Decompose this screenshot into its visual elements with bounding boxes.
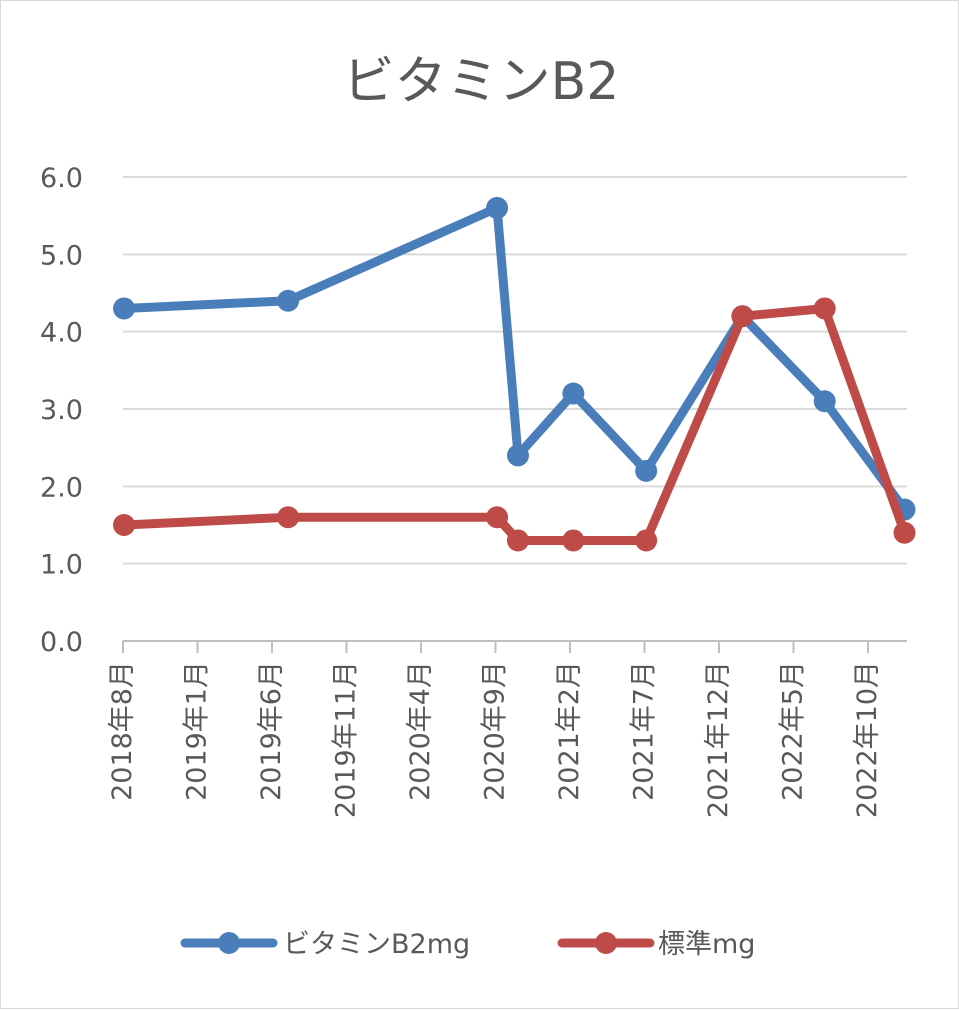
data-point — [562, 382, 585, 405]
legend-label: ビタミンB2mg — [283, 929, 470, 960]
x-tick-label: 2021年2月 — [554, 661, 585, 801]
y-axis: 0.0 1.0 2.0 3.0 4.0 5.0 6.0 — [40, 163, 83, 658]
x-tick-label: 2019年1月 — [182, 661, 213, 801]
y-tick-label: 5.0 — [40, 240, 83, 271]
legend-label: 標準mg — [658, 929, 755, 960]
chart-title: ビタミンB2 — [343, 52, 620, 112]
legend-swatch-marker — [218, 932, 240, 954]
x-tick-label: 2020年9月 — [480, 661, 511, 801]
x-tick-label: 2021年12月 — [703, 661, 734, 818]
data-point — [813, 297, 836, 320]
x-tick-label: 2019年6月 — [256, 661, 287, 801]
y-tick-label: 2.0 — [40, 472, 83, 503]
data-point — [486, 196, 509, 219]
data-point — [112, 514, 135, 536]
x-tick-label: 2018年8月 — [107, 661, 138, 801]
x-tick-label: 2019年11月 — [331, 661, 362, 818]
y-tick-label: 3.0 — [40, 395, 83, 426]
x-tick-label: 2022年5月 — [778, 661, 809, 801]
x-tick-label: 2020年4月 — [405, 661, 436, 801]
x-axis-labels: 2018年8月 2019年1月 2019年6月 2019年11月 2020年4月 2020… — [107, 661, 883, 818]
data-point — [635, 529, 658, 552]
data-point — [277, 289, 300, 312]
y-tick-label: 0.0 — [40, 627, 83, 658]
x-axis — [122, 640, 907, 653]
data-point — [277, 506, 300, 529]
data-point — [506, 529, 529, 552]
data-point — [731, 305, 754, 328]
data-point — [506, 444, 529, 467]
data-point — [562, 529, 585, 552]
y-tick-label: 1.0 — [40, 550, 83, 581]
series-layer — [112, 196, 916, 552]
y-tick-label: 4.0 — [40, 318, 83, 349]
data-point — [635, 459, 658, 482]
legend-swatch-marker — [595, 932, 617, 954]
data-point — [893, 521, 916, 544]
data-point — [486, 506, 509, 529]
x-tick-label: 2021年7月 — [629, 661, 660, 801]
y-tick-label: 6.0 — [40, 163, 83, 194]
data-point — [112, 297, 135, 320]
data-point — [813, 390, 836, 413]
x-tick-label: 2022年10月 — [852, 661, 883, 818]
legend: ビタミンB2mg 標準mg — [180, 929, 755, 960]
